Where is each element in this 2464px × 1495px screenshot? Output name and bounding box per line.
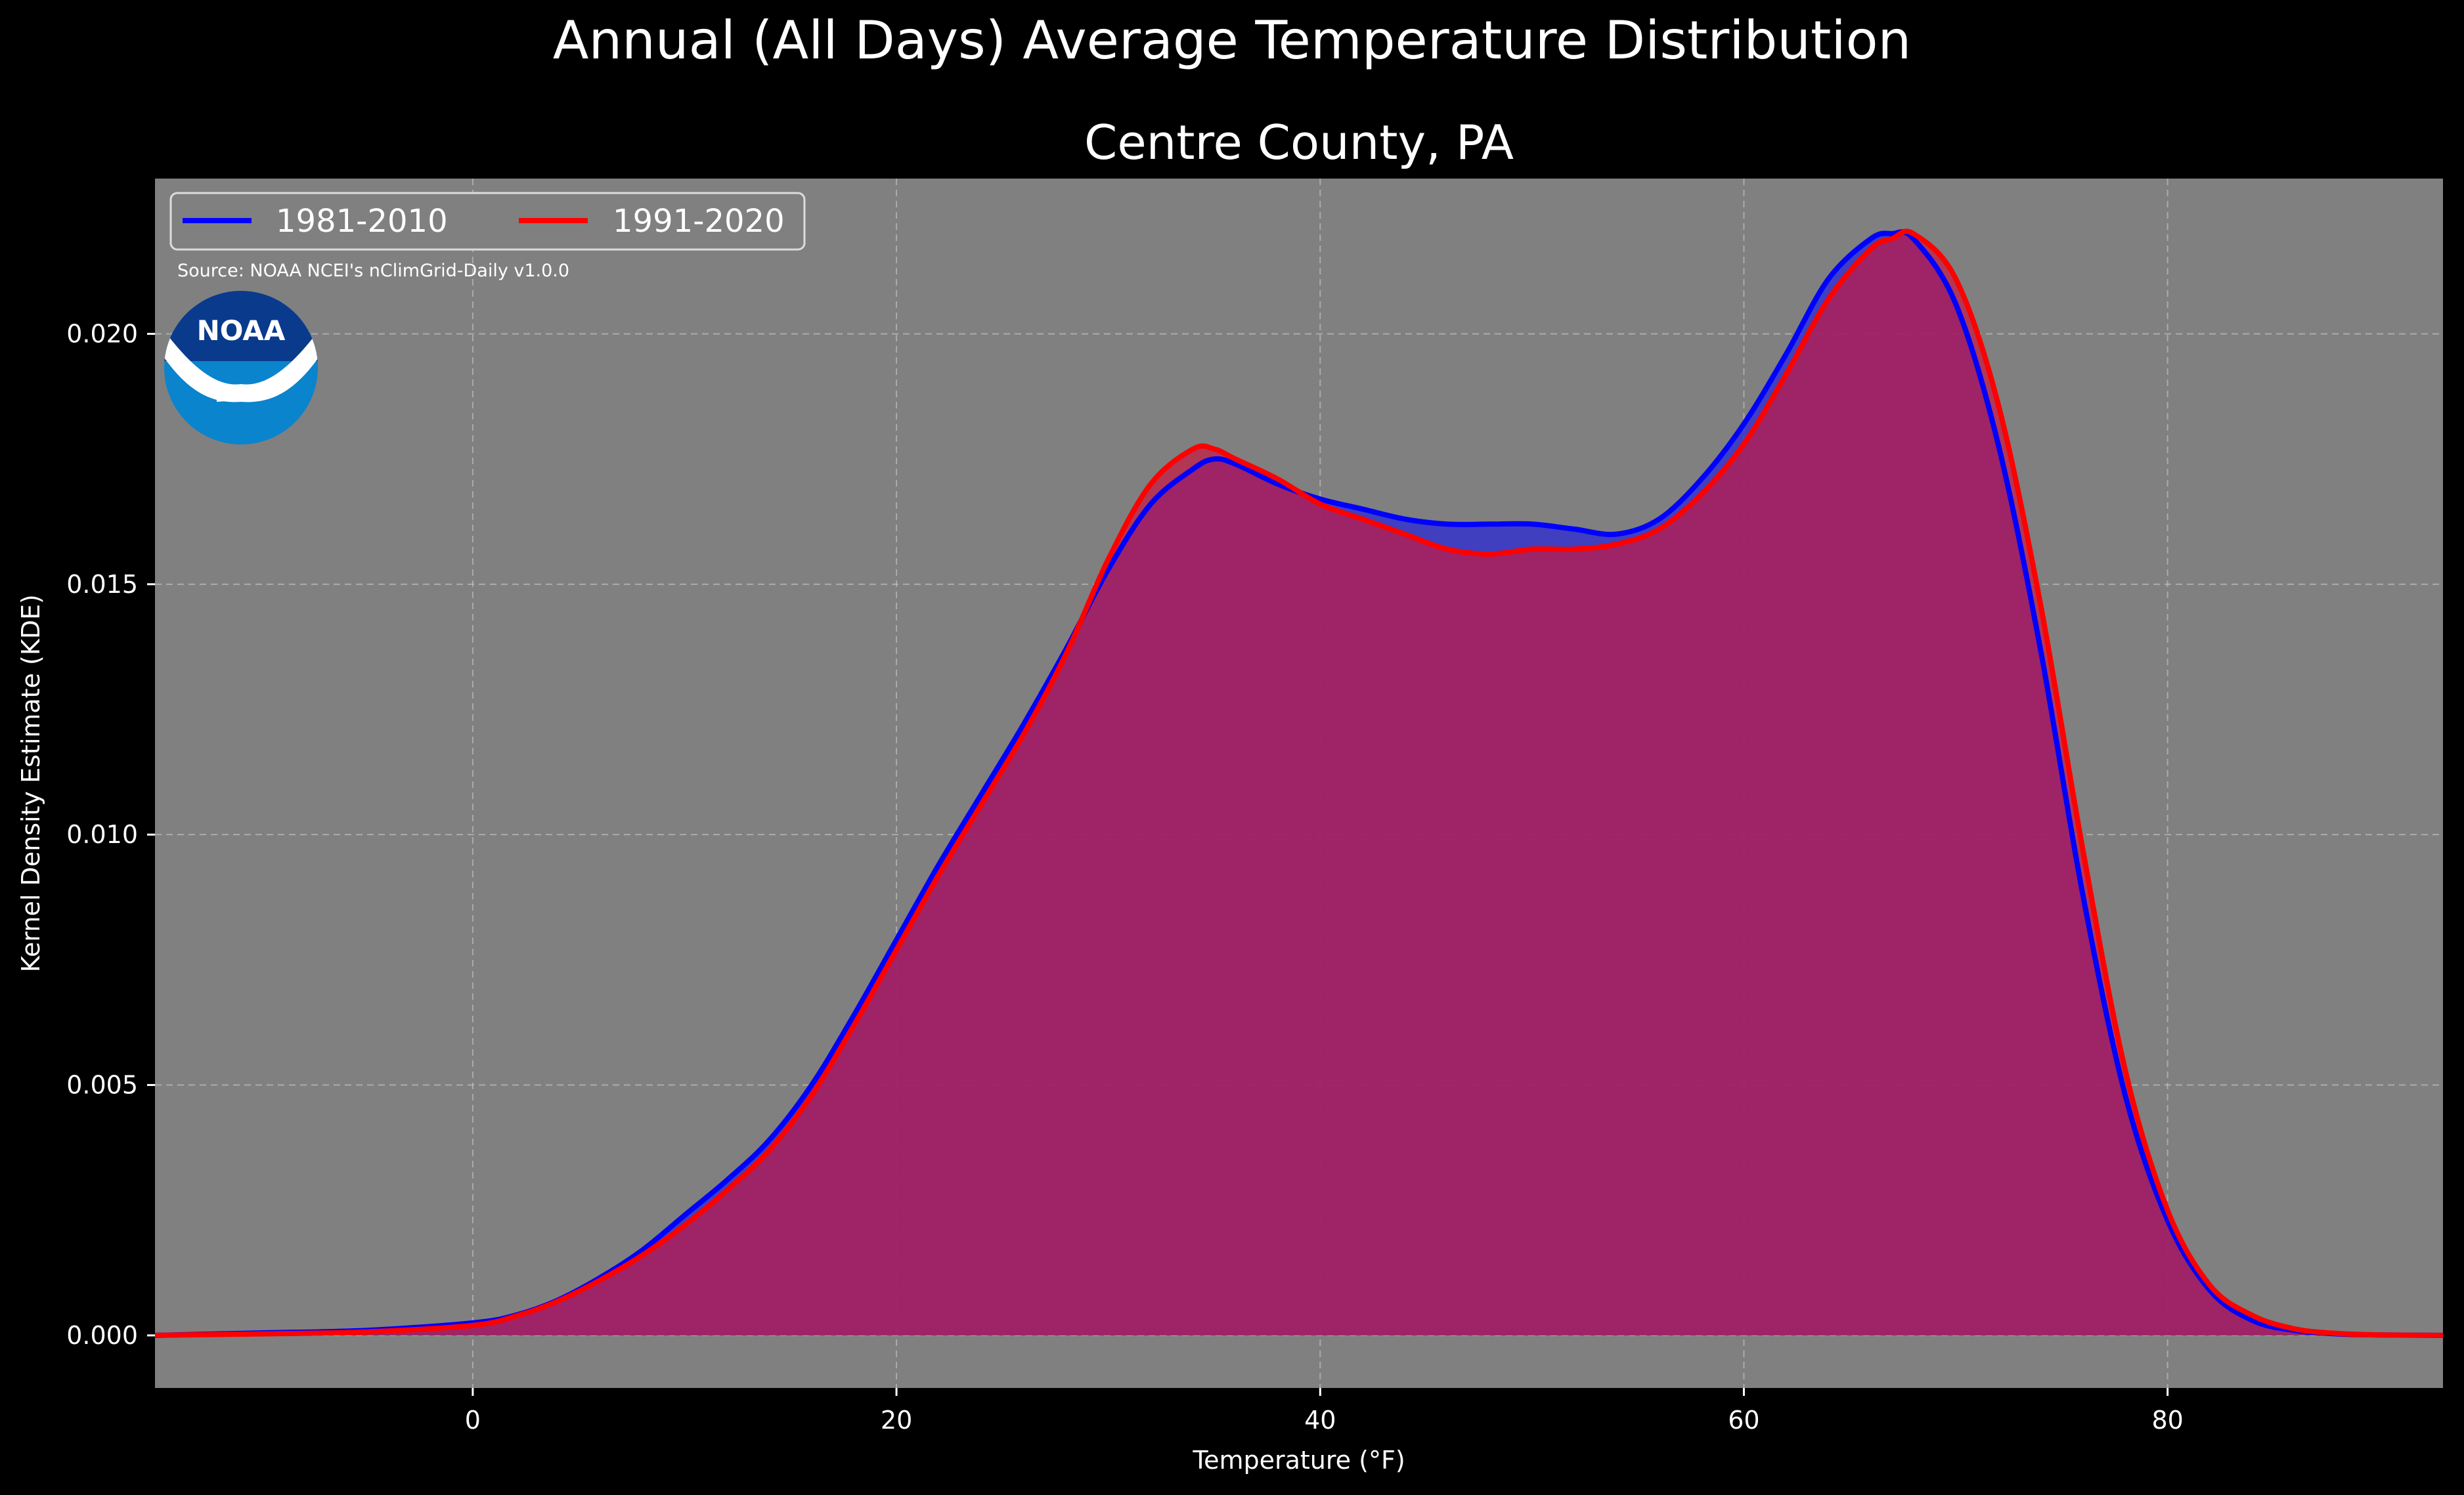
- logo-text: NOAA: [197, 314, 286, 347]
- series-line-1991-2020: [154, 228, 2444, 1338]
- y-tick-label: 0.010: [66, 820, 138, 849]
- x-axis-ticks: 0 20 40 60 80: [465, 1388, 2184, 1435]
- series-lines: [154, 228, 2444, 1338]
- series-area-1991-2020: [155, 231, 2443, 1335]
- y-axis-label: Kernel Density Estimate (KDE): [16, 594, 45, 972]
- x-tick-label: 20: [881, 1406, 912, 1435]
- source-note: Source: NOAA NCEI's nClimGrid-Daily v1.0…: [177, 261, 569, 281]
- legend: 1981-2010 1991-2020: [169, 192, 806, 251]
- noaa-logo: NOAA: [164, 291, 318, 444]
- axes-title: Centre County, PA: [1084, 115, 1514, 170]
- legend-box: [169, 192, 806, 251]
- x-axis-label: Temperature (°F): [1192, 1446, 1405, 1475]
- legend-label-1981-2010: 1981-2010: [276, 203, 448, 240]
- y-tick-label: 0.015: [66, 570, 138, 599]
- y-tick-label: 0.005: [66, 1071, 138, 1100]
- figure-suptitle: Annual (All Days) Average Temperature Di…: [553, 10, 1911, 71]
- y-axis-ticks: 0.000 0.005 0.010 0.015 0.020: [66, 319, 155, 1350]
- series-line-1981-2010: [154, 229, 2444, 1338]
- legend-label-1991-2020: 1991-2020: [613, 203, 785, 240]
- series-fills: [155, 231, 2443, 1335]
- x-tick-label: 40: [1304, 1406, 1336, 1435]
- y-tick-label: 0.000: [66, 1321, 138, 1350]
- y-tick-label: 0.020: [66, 319, 138, 348]
- x-tick-label: 60: [1728, 1406, 1759, 1435]
- x-tick-label: 0: [465, 1406, 481, 1435]
- x-tick-label: 80: [2151, 1406, 2183, 1435]
